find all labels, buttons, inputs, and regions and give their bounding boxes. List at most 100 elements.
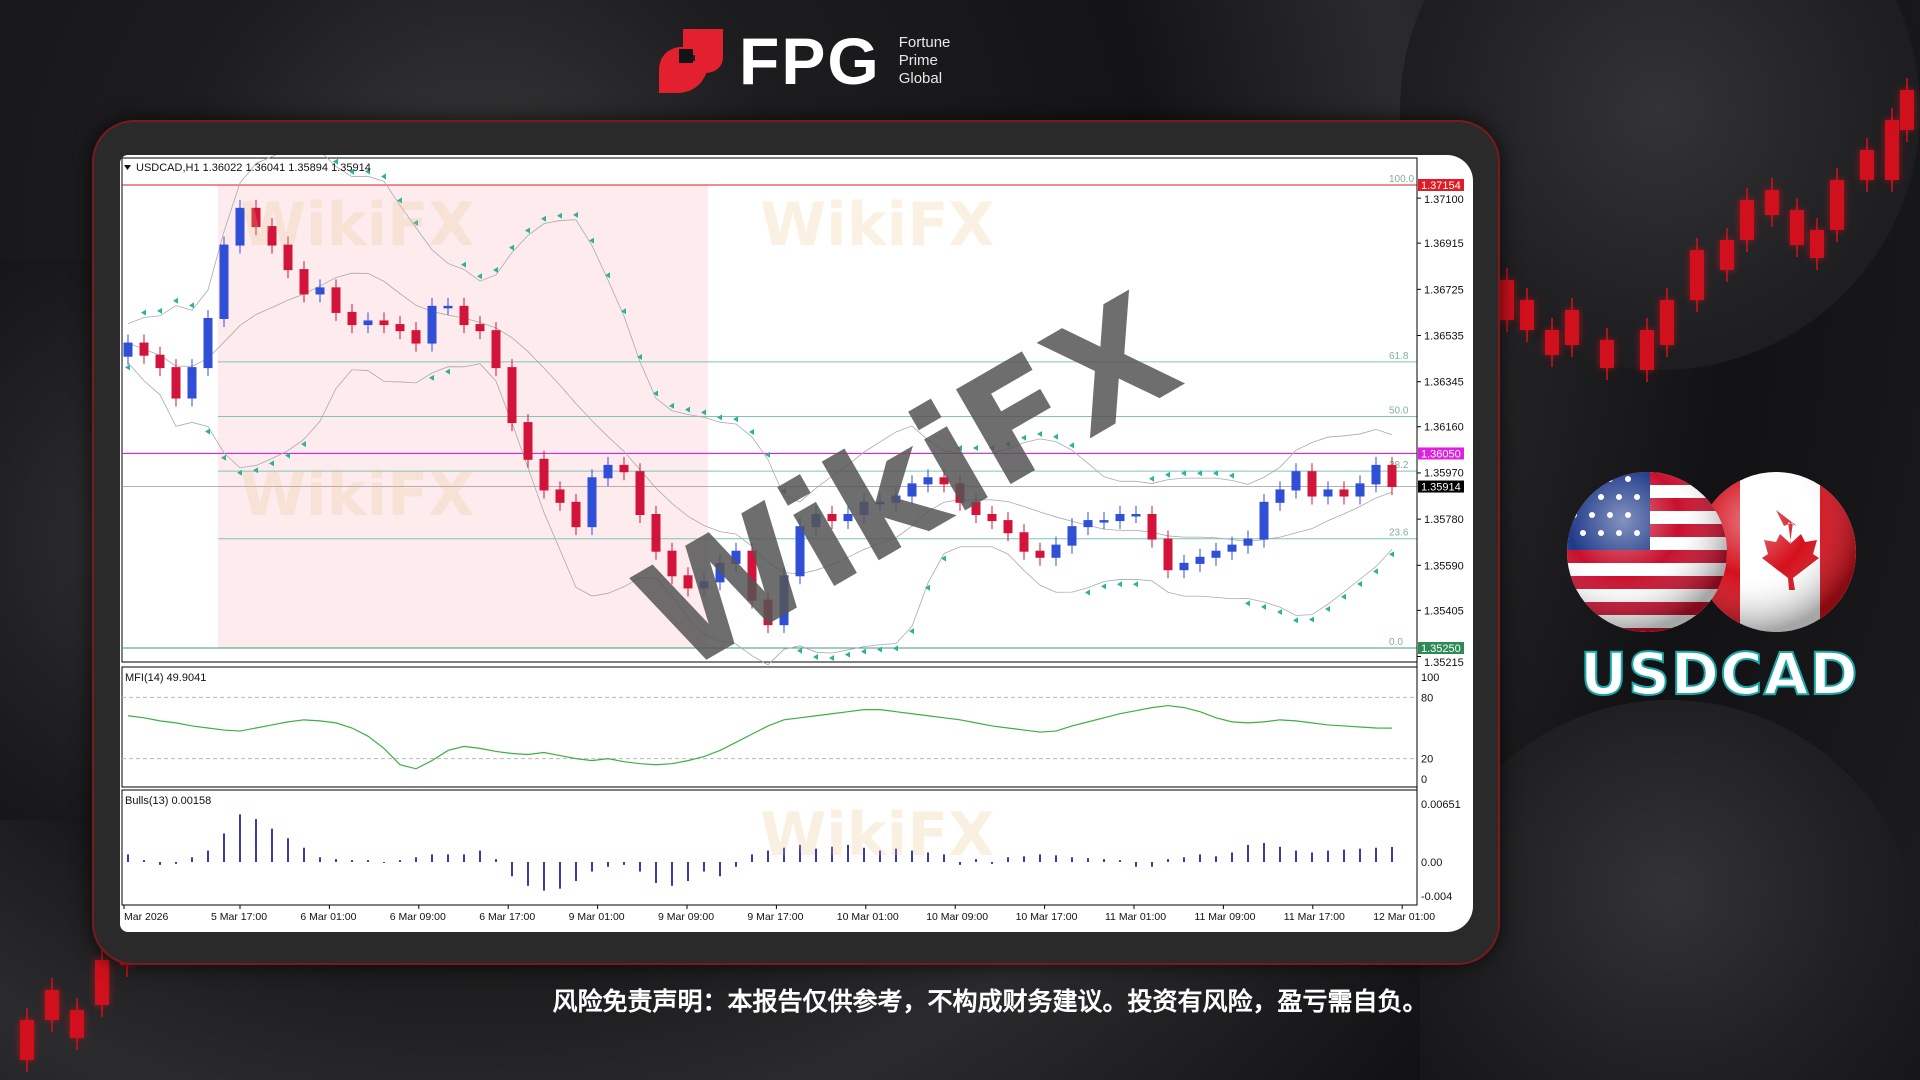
sar-dot <box>189 302 194 309</box>
sar-dot <box>941 555 946 562</box>
sar-dot <box>1341 593 1346 600</box>
candle-body <box>843 513 853 522</box>
decorative-candle <box>1565 310 1579 345</box>
decorative-candle <box>1790 210 1804 245</box>
candle-body <box>667 550 677 577</box>
sar-dot <box>1213 470 1218 477</box>
sar-dot <box>973 444 978 451</box>
candle-body <box>123 342 133 357</box>
sar-dot <box>813 654 818 661</box>
sar-dot <box>1229 472 1234 479</box>
bulls-tick-label: 0.00 <box>1421 857 1442 869</box>
sar-dot <box>541 215 546 222</box>
candle-body <box>267 226 277 246</box>
candle-body <box>699 581 709 589</box>
decorative-candle <box>1860 150 1874 180</box>
candle-body <box>1387 464 1397 488</box>
sar-dot <box>461 261 466 268</box>
decorative-candle <box>1500 280 1514 320</box>
candle-body <box>811 513 821 528</box>
candle-body <box>1371 464 1381 485</box>
sar-dot <box>893 645 898 652</box>
candle-body <box>603 464 613 479</box>
price-tag-label: 1.37154 <box>1421 180 1461 192</box>
time-tick-label: 6 Mar 01:00 <box>300 911 356 923</box>
sar-dot <box>1293 617 1298 624</box>
sar-dot <box>253 467 258 474</box>
candle-body <box>683 575 693 589</box>
candle-body <box>635 471 645 515</box>
candle-body <box>1275 489 1285 503</box>
candle-body <box>1355 483 1365 497</box>
decorative-candle <box>1640 330 1654 370</box>
sar-dot <box>413 219 418 226</box>
sar-dot <box>221 454 226 461</box>
candle-body <box>235 207 245 246</box>
candle-body <box>795 526 805 577</box>
wikifx-watermark-faint: WikiFX <box>240 190 474 260</box>
sar-dot <box>1389 551 1394 558</box>
mfi-line <box>127 704 1393 770</box>
candle-body <box>1035 550 1045 558</box>
tagline-line: Prime <box>898 52 938 69</box>
fib-level-label: 100.0 <box>1389 174 1414 185</box>
candle-body <box>347 311 357 326</box>
sar-dot <box>1037 431 1042 438</box>
sar-dot <box>301 441 306 448</box>
price-tag <box>1418 179 1464 191</box>
candle-body <box>411 330 421 344</box>
candle-body <box>971 501 981 515</box>
price-tick-label: 1.37100 <box>1424 194 1464 206</box>
sar-dot <box>141 309 146 316</box>
sar-dot <box>669 402 674 409</box>
candle-body <box>731 550 741 564</box>
sar-dot <box>429 374 434 381</box>
candle-body <box>459 305 469 326</box>
decorative-candle <box>1830 180 1844 230</box>
trading-chart[interactable]: 100.0 61.8 50.0 38.2 23.6 0.0 USDCAD,H1 1.3602… <box>120 155 1473 932</box>
candle-body <box>523 422 533 460</box>
fib-level-label: 0.0 <box>1389 637 1403 648</box>
decorative-candle <box>1545 330 1559 355</box>
sar-dot <box>1149 475 1154 482</box>
mfi-panel <box>121 666 1418 788</box>
sar-dot <box>205 428 210 435</box>
candle-body <box>1115 513 1125 522</box>
decorative-candle <box>1885 120 1899 180</box>
candle-body <box>1195 556 1205 564</box>
mfi-tick-label: 0 <box>1421 774 1427 786</box>
mfi-tick-label: 100 <box>1421 672 1439 684</box>
sar-dot <box>733 416 738 423</box>
time-tick-label: 12 Mar 01:00 <box>1373 911 1435 923</box>
background-circle <box>1420 700 1920 1080</box>
price-tag-label: 1.35914 <box>1421 482 1461 494</box>
time-tick-label: 11 Mar 17:00 <box>1284 911 1345 923</box>
sar-dot <box>1373 568 1378 575</box>
sar-dot <box>237 469 242 476</box>
candle-body <box>1051 544 1061 558</box>
sar-dot <box>445 368 450 375</box>
candle-body <box>1163 538 1173 571</box>
sar-dot <box>573 211 578 218</box>
candle-body <box>1211 550 1221 558</box>
sar-dot <box>1309 616 1314 623</box>
usd-cad-flags <box>1567 472 1856 632</box>
brand-name: FPG <box>739 24 881 98</box>
candle-body <box>379 320 389 326</box>
candle-body <box>827 513 837 522</box>
candle-body <box>155 354 165 369</box>
time-tick-label: 10 Mar 09:00 <box>926 911 988 923</box>
sar-dot <box>701 409 706 416</box>
decorative-candle <box>70 1010 84 1038</box>
sar-dot <box>1053 433 1058 440</box>
candle-body <box>1243 538 1253 546</box>
price-tag-label: 1.35250 <box>1421 643 1461 655</box>
candle-body <box>619 464 629 473</box>
price-tick-label: 1.35405 <box>1424 605 1464 617</box>
wikifx-watermark-faint: WikiFX <box>760 190 994 260</box>
wikifx-watermark-faint: WikiFX <box>760 800 994 870</box>
bollinger-lower <box>127 362 1393 666</box>
sar-dot <box>925 584 930 591</box>
time-tick-label: 10 Mar 17:00 <box>1016 911 1078 923</box>
sar-dot <box>509 244 514 251</box>
